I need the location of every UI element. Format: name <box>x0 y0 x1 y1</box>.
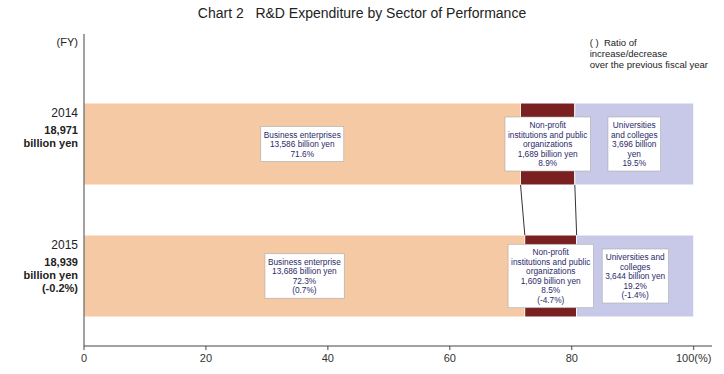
bar-segment <box>575 103 694 185</box>
data-label: Business enterprises13,586 billion yen71… <box>261 127 344 162</box>
data-label: Non-profitinstitutions and publicorganiz… <box>505 117 590 171</box>
x-axis-line <box>84 346 712 347</box>
data-label-box <box>261 127 344 162</box>
bar-segment <box>521 103 575 185</box>
data-label-box <box>505 117 590 171</box>
chart: Chart 2 R&D Expenditure by Sector of Per… <box>0 0 724 374</box>
data-label-text: Business enterprise13,686 billion yen72.… <box>268 257 341 296</box>
data-label-text: Non-profitinstitutions and publicorganiz… <box>508 120 587 168</box>
x-tick <box>327 346 328 350</box>
category-total: 18,939billion yen(-0.2%) <box>24 256 79 294</box>
category-label: 2014 <box>51 106 78 120</box>
data-label-text: Non-profitinstitutions and publicorganiz… <box>511 247 590 305</box>
data-label-text: Business enterprises13,586 billion yen71… <box>264 130 341 159</box>
bars <box>84 103 694 317</box>
bar-segment <box>84 235 525 317</box>
x-tick <box>693 346 694 350</box>
data-label: Business enterprise13,686 billion yen72.… <box>265 254 344 299</box>
x-tick <box>84 346 85 350</box>
title: Chart 2 R&D Expenditure by Sector of Per… <box>198 5 527 21</box>
category-total: 18,971billion yen <box>24 124 79 149</box>
x-tick <box>571 346 572 350</box>
y-axis-line <box>84 34 85 346</box>
data-label: Universities andcolleges3,644 billion ye… <box>602 249 668 303</box>
category-label: 2015 <box>51 238 78 252</box>
data-label-box <box>608 117 661 171</box>
stack-connector <box>575 185 577 235</box>
x-tick <box>205 346 206 350</box>
bar-segment <box>577 235 694 317</box>
data-label-text: Universitiesand colleges3,696 billionyen… <box>611 120 658 168</box>
x-tick-label: 100(%) <box>676 352 711 364</box>
x-tick-label: 20 <box>200 352 212 364</box>
stack-connector <box>521 185 525 235</box>
x-tick-label: 40 <box>322 352 334 364</box>
x-tick-label: 60 <box>444 352 456 364</box>
data-label-box <box>602 249 668 303</box>
data-label-box <box>265 254 344 299</box>
data-label: Non-profitinstitutions and publicorganiz… <box>508 244 593 308</box>
data-label: Universitiesand colleges3,696 billionyen… <box>608 117 661 171</box>
y-axis-label: (FY) <box>57 36 78 48</box>
x-tick <box>449 346 450 350</box>
data-label-box <box>508 244 593 308</box>
note: ( ) Ratio ofincrease/decreaseover the pr… <box>590 36 708 69</box>
bar-segment <box>84 103 521 185</box>
data-label-text: Universities andcolleges3,644 billion ye… <box>605 252 665 300</box>
x-tick-label: 80 <box>566 352 578 364</box>
x-tick-label: 0 <box>81 352 87 364</box>
